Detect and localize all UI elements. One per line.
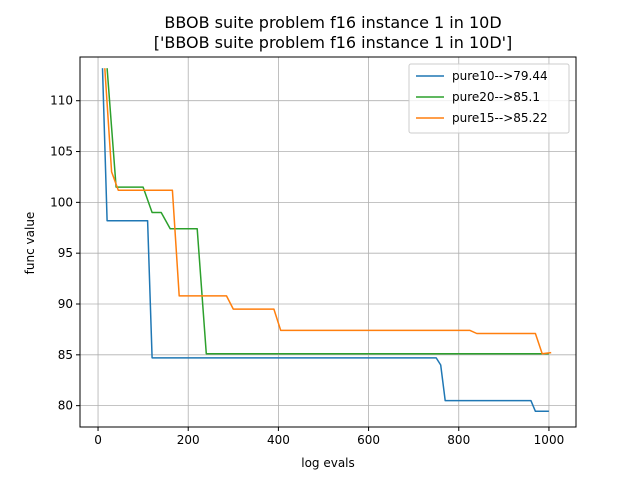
x-tick-label: 1000 xyxy=(534,433,565,447)
y-tick-label: 105 xyxy=(50,145,73,159)
x-axis-label: log evals xyxy=(301,456,355,470)
series-lines xyxy=(101,68,552,413)
legend-box xyxy=(408,63,570,134)
legend-label-3: pure15-->85.22 xyxy=(452,111,548,125)
y-tick-label: 95 xyxy=(58,246,73,260)
y-tick-label: 110 xyxy=(50,94,73,108)
chart-title: BBOB suite problem f16 instance 1 in 10D xyxy=(164,13,501,32)
y-tick-label: 100 xyxy=(50,195,73,209)
chart-subtitle: ['BBOB suite problem f16 instance 1 in 1… xyxy=(154,33,513,52)
y-axis-ticks: 80 85 90 95 100 105 110 xyxy=(50,94,80,413)
x-tick-label: 0 xyxy=(94,433,102,447)
legend: pure10-->79.44 pure20-->85.1 pure15-->85.2… xyxy=(408,63,570,134)
series-line-3 xyxy=(104,68,552,355)
legend-label-2: pure20-->85.1 xyxy=(452,90,540,104)
y-tick-label: 80 xyxy=(58,399,73,413)
y-tick-label: 85 xyxy=(58,348,73,362)
y-axis-label: func value xyxy=(23,212,37,275)
x-tick-label: 600 xyxy=(357,433,380,447)
legend-label-1: pure10-->79.44 xyxy=(452,69,548,83)
x-tick-label: 800 xyxy=(447,433,470,447)
y-tick-label: 90 xyxy=(58,297,73,311)
x-tick-label: 400 xyxy=(267,433,290,447)
series-line-2 xyxy=(106,68,549,355)
x-tick-label: 200 xyxy=(177,433,200,447)
series-line-1 xyxy=(101,68,549,413)
plot-area xyxy=(79,56,577,428)
x-axis-ticks: 0 200 400 600 800 1000 xyxy=(94,427,564,447)
